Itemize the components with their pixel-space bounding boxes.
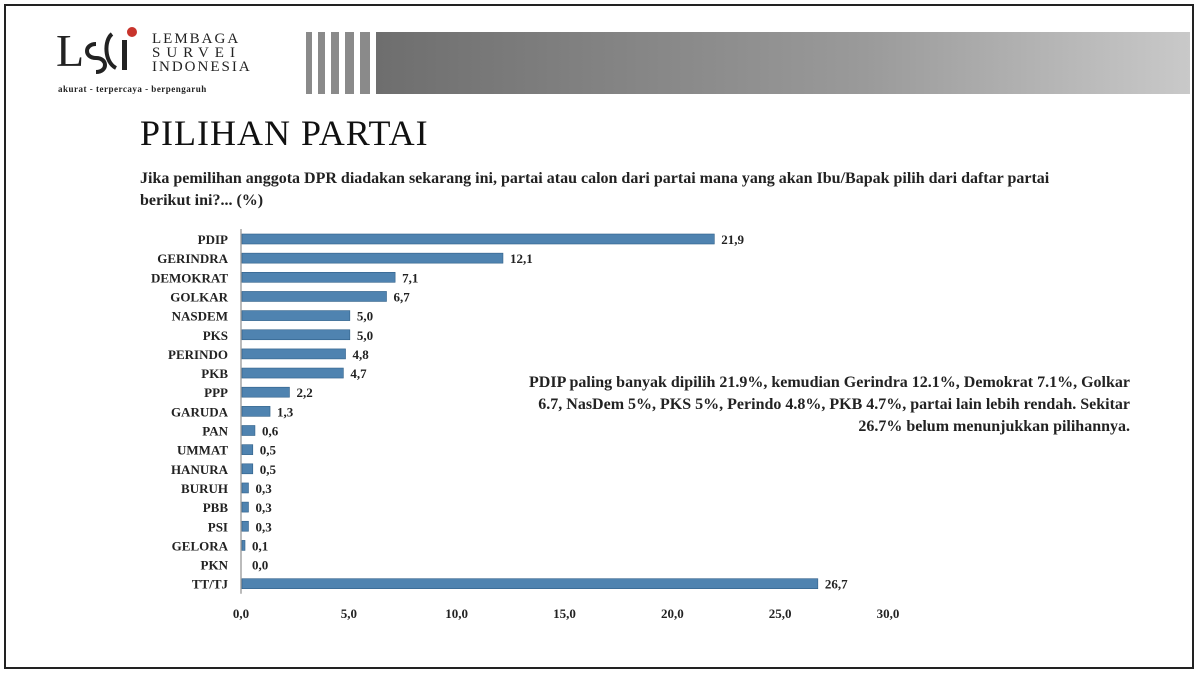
value-label: 5,0	[357, 328, 373, 343]
value-label: 0,6	[262, 424, 279, 439]
category-label: GOLKAR	[170, 289, 228, 304]
value-label: 4,7	[350, 366, 367, 381]
x-tick-label: 15,0	[553, 606, 576, 621]
category-label: PSI	[208, 519, 228, 534]
bar-golkar	[241, 291, 387, 302]
x-tick-label: 5,0	[341, 606, 357, 621]
bar-pks	[241, 329, 351, 341]
bar-pkb	[241, 367, 344, 379]
lsi-logo-mark-icon: L	[56, 25, 137, 76]
header-decorative-band	[306, 32, 1190, 94]
logo-wordmark: LEMBAGA SURVEI INDONESIA	[152, 31, 252, 75]
category-label: HANURA	[171, 462, 229, 477]
bar-pdip	[241, 233, 715, 245]
svg-text:L: L	[56, 25, 84, 76]
bar-gelora	[241, 540, 246, 551]
category-label: DEMOKRAT	[151, 270, 228, 285]
summary-note: PDIP paling banyak dipilih 21.9%, kemudi…	[529, 374, 1130, 435]
value-label: 0,1	[252, 538, 268, 553]
logo-tagline: akurat - terpercaya - berpengaruh	[58, 84, 207, 94]
category-label: GARUDA	[171, 404, 229, 419]
value-label: 6,7	[393, 289, 410, 304]
value-label: 0,3	[255, 519, 272, 534]
bar-buruh	[241, 482, 249, 494]
category-label: PBB	[203, 500, 229, 515]
bar-nasdem	[241, 310, 351, 321]
x-tick-label: 10,0	[445, 606, 468, 621]
category-label: PDIP	[198, 232, 228, 247]
category-label: PERINDO	[168, 347, 228, 362]
lsi-logo: L LEMBAGA SURVEI INDONESIA akurat - terp…	[56, 22, 266, 94]
bar-garuda	[241, 406, 271, 417]
bar-psi	[241, 520, 249, 532]
x-tick-label: 20,0	[661, 606, 684, 621]
logo-line-3: INDONESIA	[152, 59, 252, 75]
value-label: 0,5	[260, 443, 277, 458]
value-label: 7,1	[402, 270, 418, 285]
value-label: 5,0	[357, 309, 373, 324]
category-label: GELORA	[172, 538, 229, 553]
value-label: 12,1	[510, 251, 533, 266]
x-tick-label: 0,0	[233, 606, 249, 621]
value-label: 2,2	[296, 385, 312, 400]
bar-perindo	[241, 348, 346, 360]
category-label: PPP	[204, 385, 228, 400]
category-label: NASDEM	[172, 309, 228, 324]
logo-line-1: LEMBAGA	[152, 31, 241, 47]
bar-ppp	[241, 386, 290, 398]
category-label: PAN	[202, 424, 228, 439]
bar-tt-tj	[241, 578, 819, 590]
category-label: BURUH	[181, 481, 228, 496]
x-tick-label: 25,0	[769, 606, 792, 621]
value-label: 1,3	[277, 404, 294, 419]
slide-frame	[4, 4, 1194, 669]
category-label: UMMAT	[177, 443, 228, 458]
category-label: PKB	[201, 366, 228, 381]
value-label: 0,5	[260, 462, 277, 477]
category-label: PKN	[201, 558, 229, 573]
bar-pbb	[241, 501, 249, 513]
x-tick-label: 30,0	[877, 606, 900, 621]
slide-title: PILIHAN PARTAI	[140, 113, 429, 153]
bar-ummat	[241, 444, 254, 455]
logo-line-2: SURVEI	[152, 45, 241, 61]
bar-pan	[241, 425, 256, 436]
value-label: 0,3	[255, 481, 272, 496]
category-label: GERINDRA	[157, 251, 228, 266]
bar-hanura	[241, 463, 254, 475]
value-label: 4,8	[353, 347, 370, 362]
category-label: PKS	[203, 328, 228, 343]
value-label: 26,7	[825, 577, 848, 592]
value-label: 0,3	[255, 500, 272, 515]
value-label: 0,0	[252, 558, 268, 573]
survey-question: Jika pemilihan anggota DPR diadakan seka…	[140, 170, 1050, 209]
bar-gerindra	[241, 252, 504, 264]
category-label: TT/TJ	[192, 577, 229, 592]
value-label: 21,9	[721, 232, 744, 247]
bar-demokrat	[241, 271, 396, 283]
